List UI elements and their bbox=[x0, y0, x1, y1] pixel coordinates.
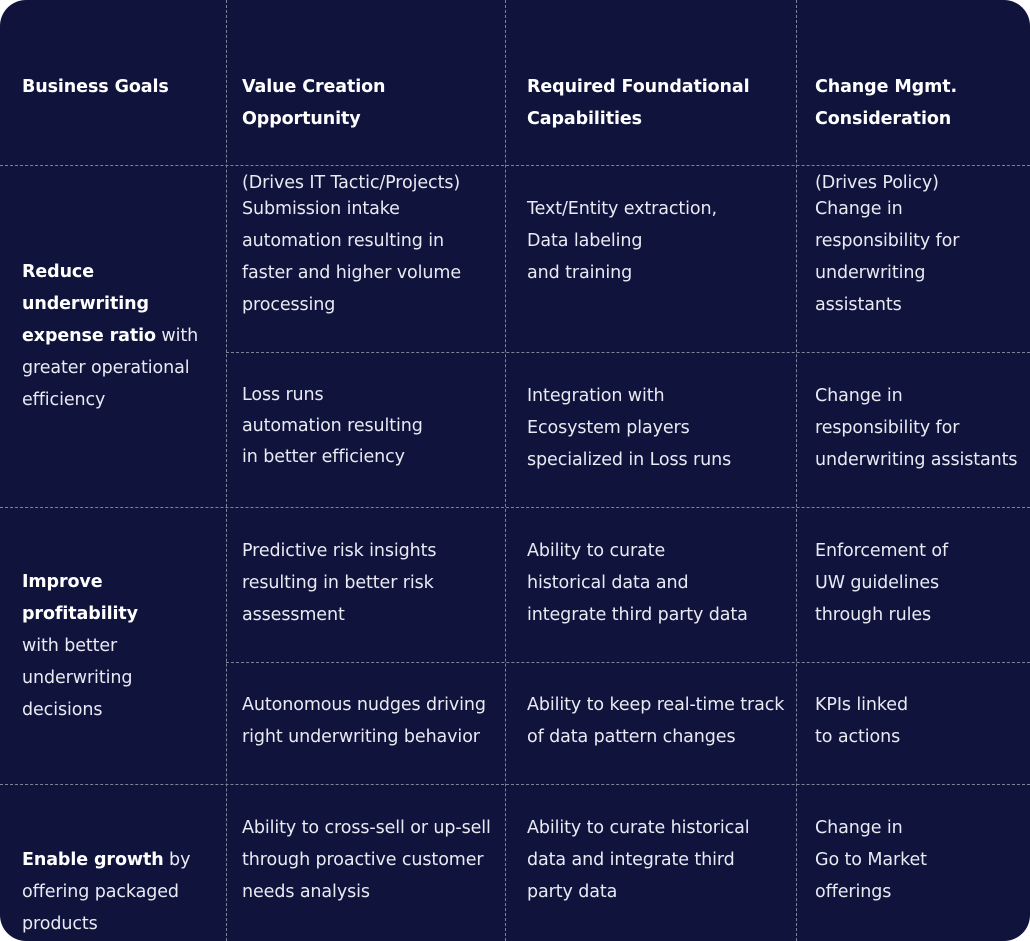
goal-cell: Improve profitability with better underw… bbox=[22, 571, 138, 720]
capability-cell: Integration with Ecosystem players speci… bbox=[527, 386, 732, 470]
goal-cell: Enable growth by offering packaged produ… bbox=[22, 850, 191, 934]
row-divider bbox=[226, 662, 1030, 663]
header-business-goals: Business Goals bbox=[22, 77, 169, 97]
header-value-creation: Value Creation Opportunity (Drives IT Ta… bbox=[242, 77, 461, 193]
change-cell: Enforcement of UW guidelines through rul… bbox=[815, 541, 949, 625]
row-divider bbox=[0, 165, 1030, 166]
row-divider bbox=[0, 784, 1030, 785]
value-cell: Ability to cross-sell or up-sell through… bbox=[242, 818, 491, 902]
capability-cell: Text/Entity extraction, Data labeling an… bbox=[527, 199, 717, 283]
change-cell: Change in responsibility for underwritin… bbox=[815, 199, 960, 315]
capability-cell: Ability to curate historical data and in… bbox=[527, 818, 750, 902]
value-cell: Predictive risk insights resulting in be… bbox=[242, 541, 437, 625]
change-cell: Change in Go to Market offerings bbox=[815, 818, 927, 902]
capability-cell: Ability to curate historical data and in… bbox=[527, 541, 748, 625]
header-capabilities: Required Foundational Capabilities bbox=[527, 77, 750, 129]
capability-cell: Ability to keep real-time track of data … bbox=[527, 695, 785, 747]
row-divider bbox=[226, 352, 1030, 353]
row-divider bbox=[0, 507, 1030, 508]
column-divider bbox=[796, 0, 797, 941]
value-cell: Loss runs automation resulting in better… bbox=[242, 385, 423, 467]
change-cell: Change in responsibility for underwritin… bbox=[815, 386, 1018, 470]
column-divider bbox=[226, 0, 227, 941]
goal-cell: Reduce underwriting expense ratio with g… bbox=[22, 262, 199, 410]
column-divider bbox=[505, 0, 506, 941]
change-cell: KPIs linked to actions bbox=[815, 695, 908, 747]
value-cell: Autonomous nudges driving right underwri… bbox=[242, 695, 486, 747]
value-cell: Submission intake automation resulting i… bbox=[242, 199, 461, 315]
header-change-mgmt: Change Mgmt. Consideration (Drives Polic… bbox=[815, 77, 958, 193]
